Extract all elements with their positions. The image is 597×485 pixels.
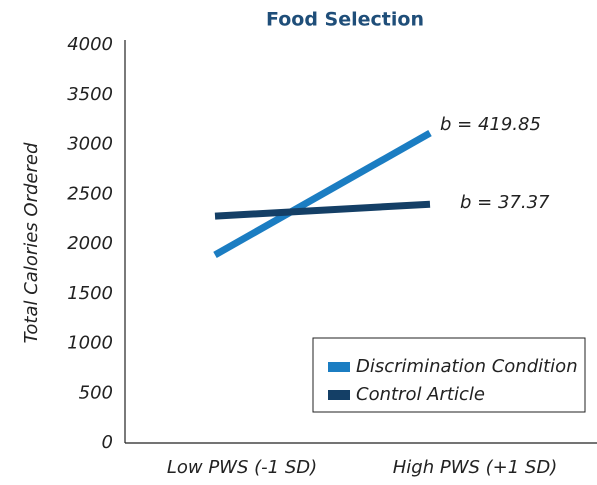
- y-tick-label: 4000: [67, 34, 113, 55]
- chart-title: Food Selection: [266, 9, 424, 31]
- y-tick-label: 1500: [67, 283, 113, 304]
- legend-swatch: [328, 390, 350, 400]
- y-tick-label: 500: [79, 382, 113, 403]
- annotation: b = 37.37: [460, 192, 550, 213]
- y-tick-label: 0: [102, 432, 113, 453]
- y-tick-label: 2000: [67, 233, 113, 254]
- y-tick-label: 3000: [67, 134, 113, 155]
- y-tick-label: 2500: [67, 183, 113, 204]
- legend-label: Discrimination Condition: [356, 356, 578, 377]
- y-tick-label: 1000: [67, 333, 113, 354]
- data-line: [214, 200, 431, 220]
- annotation: b = 419.85: [440, 114, 541, 135]
- legend-box: [312, 337, 586, 413]
- legend-label: Control Article: [356, 384, 485, 405]
- legend-swatch: [328, 362, 350, 372]
- data-line: [213, 130, 432, 258]
- x-tick-label: Low PWS (-1 SD): [167, 457, 317, 478]
- x-tick-label: High PWS (+1 SD): [393, 457, 557, 478]
- y-tick-label: 3500: [67, 84, 113, 105]
- y-axis-label: Total Calories Ordered: [21, 142, 42, 343]
